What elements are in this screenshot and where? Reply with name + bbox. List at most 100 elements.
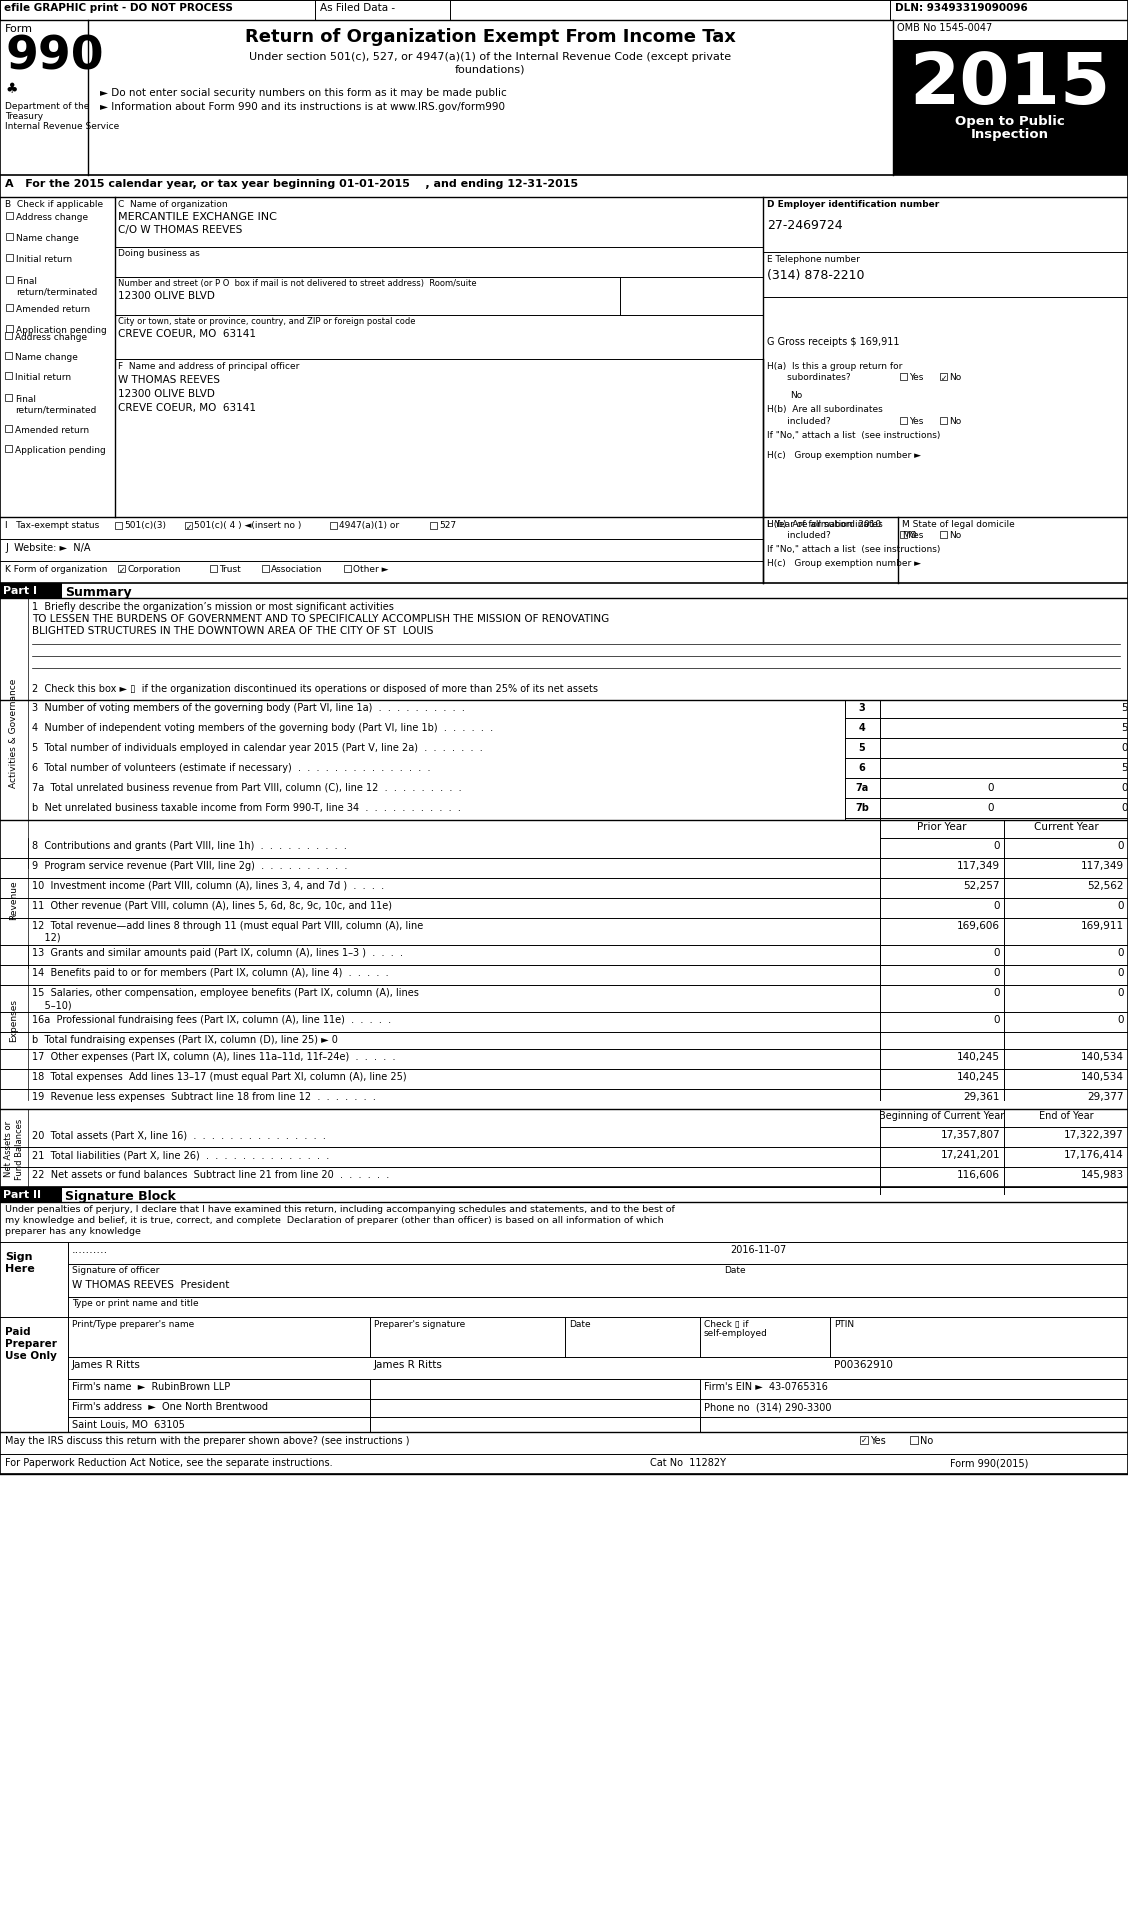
Text: Association: Association: [271, 565, 323, 574]
Text: Yes: Yes: [909, 530, 924, 540]
Text: 12  Total revenue—add lines 8 through 11 (must equal Part VIII, column (A), line: 12 Total revenue—add lines 8 through 11 …: [32, 920, 423, 932]
Text: 17  Other expenses (Part IX, column (A), lines 11a–11d, 11f–24e)  .  .  .  .  .: 17 Other expenses (Part IX, column (A), …: [32, 1053, 396, 1062]
Bar: [940, 373, 948, 380]
Text: 12): 12): [32, 934, 61, 943]
Bar: [262, 565, 268, 572]
Text: C  Name of organization: C Name of organization: [118, 200, 228, 209]
Text: 527: 527: [439, 521, 456, 530]
Text: Name change: Name change: [16, 234, 79, 242]
Bar: [0, 582, 62, 597]
Text: Firm's EIN ►  43-0765316: Firm's EIN ► 43-0765316: [704, 1381, 828, 1393]
Text: 0: 0: [1121, 784, 1128, 793]
Text: 8  Contributions and grants (Part VIII, line 1h)  .  .  .  .  .  .  .  .  .  .: 8 Contributions and grants (Part VIII, l…: [32, 841, 347, 851]
Text: Address change: Address change: [16, 213, 88, 223]
Text: 21  Total liabilities (Part X, line 26)  .  .  .  .  .  .  .  .  .  .  .  .  .  : 21 Total liabilities (Part X, line 26) .…: [32, 1151, 329, 1160]
Text: 10  Investment income (Part VIII, column (A), lines 3, 4, and 7d )  .  .  .  .: 10 Investment income (Part VIII, column …: [32, 882, 385, 891]
Bar: [940, 417, 948, 425]
Text: efile GRAPHIC print - DO NOT PROCESS: efile GRAPHIC print - DO NOT PROCESS: [5, 4, 232, 13]
Bar: [6, 277, 14, 282]
Text: self-employed: self-employed: [704, 1329, 768, 1339]
Text: Amended return: Amended return: [16, 305, 90, 313]
Text: 145,983: 145,983: [1081, 1170, 1123, 1179]
Text: Name change: Name change: [15, 353, 78, 361]
Text: 5: 5: [1121, 763, 1128, 772]
Bar: [430, 523, 437, 528]
Text: James R Ritts: James R Ritts: [374, 1360, 443, 1370]
Text: Check ▯ if: Check ▯ if: [704, 1320, 749, 1329]
Text: 990: 990: [5, 35, 104, 79]
Text: 9  Program service revenue (Part VIII, line 2g)  .  .  .  .  .  .  .  .  .  .: 9 Program service revenue (Part VIII, li…: [32, 861, 347, 870]
Text: 12300 OLIVE BLVD: 12300 OLIVE BLVD: [118, 388, 214, 400]
Text: 52,562: 52,562: [1087, 882, 1123, 891]
Text: Other ►: Other ►: [353, 565, 388, 574]
Bar: [900, 373, 907, 380]
Text: H(b)  Are all subordinates: H(b) Are all subordinates: [767, 521, 883, 528]
Text: 16a  Professional fundraising fees (Part IX, column (A), line 11e)  .  .  .  .  : 16a Professional fundraising fees (Part …: [32, 1014, 391, 1026]
Text: City or town, state or province, country, and ZIP or foreign postal code: City or town, state or province, country…: [118, 317, 415, 327]
Text: 4947(a)(1) or: 4947(a)(1) or: [340, 521, 399, 530]
Text: PTIN: PTIN: [834, 1320, 854, 1329]
Bar: [893, 40, 1128, 175]
Text: ► Do not enter social security numbers on this form as it may be made public: ► Do not enter social security numbers o…: [100, 88, 506, 98]
Text: 140,534: 140,534: [1081, 1072, 1123, 1082]
Text: James R Ritts: James R Ritts: [72, 1360, 141, 1370]
Bar: [5, 425, 12, 432]
Text: 22  Net assets or fund balances  Subtract line 21 from line 20  .  .  .  .  .  .: 22 Net assets or fund balances Subtract …: [32, 1170, 389, 1179]
Text: ..........: ..........: [72, 1245, 108, 1254]
Text: OMB No 1545-0047: OMB No 1545-0047: [897, 23, 993, 33]
Text: Signature Block: Signature Block: [65, 1189, 176, 1203]
Text: b  Net unrelated business taxable income from Form 990-T, line 34  .  .  .  .  .: b Net unrelated business taxable income …: [32, 803, 461, 813]
Text: H(c)   Group exemption number ►: H(c) Group exemption number ►: [767, 451, 920, 459]
Text: Date: Date: [724, 1266, 746, 1276]
Text: ✓: ✓: [118, 565, 125, 574]
Text: E Telephone number: E Telephone number: [767, 255, 860, 263]
Text: H(b)  Are all subordinates: H(b) Are all subordinates: [767, 405, 883, 415]
Text: Firm's name  ►  RubinBrown LLP: Firm's name ► RubinBrown LLP: [72, 1381, 230, 1393]
Text: Part I: Part I: [3, 586, 37, 596]
Text: Application pending: Application pending: [16, 327, 107, 334]
Text: ✓: ✓: [861, 1437, 867, 1445]
Text: 169,911: 169,911: [1081, 920, 1123, 932]
Text: M State of legal domicile: M State of legal domicile: [902, 521, 1015, 528]
Text: CREVE COEUR, MO  63141: CREVE COEUR, MO 63141: [118, 403, 256, 413]
Text: foundations): foundations): [455, 63, 526, 75]
Text: Current Year: Current Year: [1033, 822, 1099, 832]
Text: If "No," attach a list  (see instructions): If "No," attach a list (see instructions…: [767, 546, 941, 553]
Text: No: No: [949, 530, 961, 540]
Text: 0: 0: [1121, 743, 1128, 753]
Text: If "No," attach a list  (see instructions): If "No," attach a list (see instructions…: [767, 430, 941, 440]
Text: I   Tax-exempt status: I Tax-exempt status: [5, 521, 99, 530]
Text: 0: 0: [994, 987, 1001, 999]
Text: 12300 OLIVE BLVD: 12300 OLIVE BLVD: [118, 290, 214, 302]
Text: 0: 0: [987, 784, 994, 793]
Text: 0: 0: [987, 803, 994, 813]
Text: Signature of officer: Signature of officer: [72, 1266, 159, 1276]
Bar: [5, 394, 12, 401]
Text: MERCANTILE EXCHANGE INC: MERCANTILE EXCHANGE INC: [118, 211, 276, 223]
Text: ► Information about Form 990 and its instructions is at www.IRS.gov/form990: ► Information about Form 990 and its ins…: [100, 102, 505, 111]
Text: 0: 0: [1121, 803, 1128, 813]
Text: 0: 0: [1118, 1014, 1123, 1026]
Text: 17,176,414: 17,176,414: [1064, 1151, 1123, 1160]
Text: Prior Year: Prior Year: [917, 822, 967, 832]
Text: Paid: Paid: [5, 1327, 30, 1337]
Text: 5: 5: [1121, 722, 1128, 734]
Text: Revenue: Revenue: [9, 880, 18, 920]
Text: 0: 0: [994, 1014, 1001, 1026]
Text: 1  Briefly describe the organization’s mission or most significant activities: 1 Briefly describe the organization’s mi…: [32, 601, 394, 613]
Text: MO: MO: [902, 530, 917, 540]
Text: 17,241,201: 17,241,201: [941, 1151, 1001, 1160]
Text: Summary: Summary: [65, 586, 132, 599]
Text: 0: 0: [1118, 901, 1123, 911]
Text: 0: 0: [1118, 968, 1123, 978]
Text: 13  Grants and similar amounts paid (Part IX, column (A), lines 1–3 )  .  .  .  : 13 Grants and similar amounts paid (Part…: [32, 947, 403, 959]
Bar: [0, 0, 1128, 19]
Text: Doing business as: Doing business as: [118, 250, 200, 257]
Text: Department of the: Department of the: [5, 102, 89, 111]
Text: Return of Organization Exempt From Income Tax: Return of Organization Exempt From Incom…: [245, 29, 735, 46]
Bar: [860, 1437, 869, 1445]
Text: 0: 0: [994, 947, 1001, 959]
Text: 140,245: 140,245: [957, 1072, 1001, 1082]
Text: DLN: 93493319090096: DLN: 93493319090096: [895, 4, 1028, 13]
Text: 15  Salaries, other compensation, employee benefits (Part IX, column (A), lines: 15 Salaries, other compensation, employe…: [32, 987, 418, 999]
